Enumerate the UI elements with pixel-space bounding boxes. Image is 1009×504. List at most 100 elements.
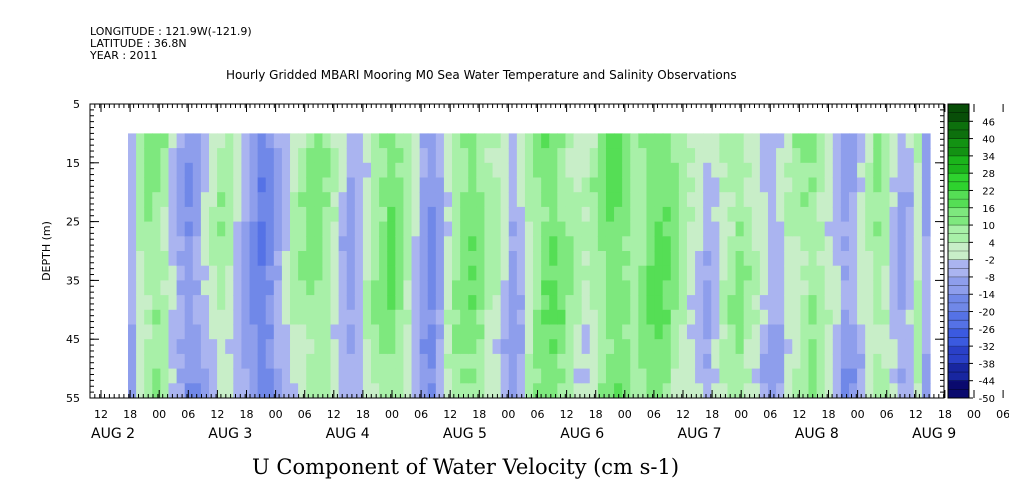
heatmap-cell xyxy=(492,368,502,384)
heatmap-cell xyxy=(192,309,202,326)
heatmap-cell xyxy=(881,265,891,281)
heatmap-cell xyxy=(913,324,923,340)
heatmap-cell xyxy=(921,353,931,370)
heatmap-cell xyxy=(257,192,267,208)
heatmap-cell xyxy=(290,265,299,281)
heatmap-cell xyxy=(241,133,251,149)
heatmap-cell xyxy=(354,324,364,340)
heatmap-cell xyxy=(533,353,542,370)
heatmap-cell xyxy=(354,265,364,281)
heatmap-cell xyxy=(209,162,218,179)
heatmap-cell xyxy=(743,221,753,237)
heatmap-cell xyxy=(265,383,275,398)
heatmap-cell xyxy=(881,383,891,398)
heatmap-cell xyxy=(614,177,623,193)
x-day-label: AUG 5 xyxy=(443,426,487,442)
heatmap-cell xyxy=(152,295,161,311)
heatmap-cell xyxy=(257,280,267,296)
heatmap-cell xyxy=(735,206,745,223)
heatmap-cell xyxy=(411,324,421,340)
heatmap-cell xyxy=(549,221,558,237)
heatmap-cell xyxy=(152,148,161,164)
heatmap-cell xyxy=(792,309,801,326)
heatmap-cell xyxy=(808,280,818,296)
heatmap-cell xyxy=(225,265,234,281)
heatmap-cell xyxy=(670,295,680,311)
x-hour-tick-label: 06 xyxy=(531,408,545,421)
heatmap-cell xyxy=(184,221,194,237)
heatmap-cell xyxy=(549,353,558,370)
heatmap-cell xyxy=(881,324,891,340)
heatmap-cell xyxy=(395,162,405,179)
heatmap-cell xyxy=(824,221,834,237)
heatmap-cell xyxy=(249,353,259,370)
heatmap-cell xyxy=(630,177,639,193)
heatmap-cell xyxy=(897,162,907,179)
heatmap-cell xyxy=(889,383,899,398)
heatmap-cell xyxy=(265,368,275,384)
heatmap-cell xyxy=(281,339,291,355)
heatmap-cell xyxy=(808,236,818,252)
heatmap-cell xyxy=(759,383,769,398)
heatmap-cell xyxy=(492,353,502,370)
heatmap-cell xyxy=(614,251,623,267)
heatmap-cell xyxy=(516,280,526,296)
heatmap-cell xyxy=(662,280,672,296)
heatmap-cell xyxy=(468,265,477,281)
heatmap-cell xyxy=(905,236,915,252)
heatmap-cell xyxy=(727,383,737,398)
heatmap-cell xyxy=(840,236,850,252)
heatmap-cell xyxy=(695,236,704,252)
heatmap-cell xyxy=(468,177,477,193)
heatmap-cell xyxy=(476,295,486,311)
heatmap-cell xyxy=(727,339,737,355)
heatmap-cell xyxy=(338,236,348,252)
heatmap-cell xyxy=(241,295,251,311)
heatmap-cell xyxy=(743,353,753,370)
heatmap-cell xyxy=(670,368,680,384)
heatmap-cell xyxy=(800,251,810,267)
heatmap-cell xyxy=(857,221,866,237)
heatmap-cell xyxy=(322,280,332,296)
heatmap-cell xyxy=(784,236,793,252)
heatmap-cell xyxy=(330,383,340,398)
heatmap-cell xyxy=(306,265,315,281)
heatmap-cell xyxy=(646,309,656,326)
heatmap-cell xyxy=(808,265,818,281)
x-hour-tick-label: 06 xyxy=(298,408,312,421)
heatmap-cell xyxy=(533,324,542,340)
heatmap-cell xyxy=(662,309,672,326)
heatmap-cell xyxy=(273,265,283,281)
heatmap-cell xyxy=(257,206,267,223)
heatmap-cell xyxy=(508,280,518,296)
heatmap-cell xyxy=(152,383,161,398)
heatmap-cell xyxy=(508,206,518,223)
heatmap-cell xyxy=(816,383,826,398)
heatmap-cell xyxy=(306,177,315,193)
heatmap-cell xyxy=(654,251,664,267)
heatmap-cell xyxy=(354,295,364,311)
heatmap-cell xyxy=(330,192,340,208)
heatmap-cell xyxy=(209,339,218,355)
heatmap-cell xyxy=(808,324,818,340)
heatmap-cell xyxy=(484,324,494,340)
heatmap-cell xyxy=(460,324,469,340)
heatmap-cell xyxy=(144,339,153,355)
heatmap-cell xyxy=(233,295,243,311)
heatmap-cell xyxy=(735,295,745,311)
heatmap-cell xyxy=(273,368,283,384)
heatmap-cell xyxy=(541,192,550,208)
heatmap-cell xyxy=(200,192,210,208)
heatmap-cell xyxy=(662,206,672,223)
heatmap-cell xyxy=(865,353,874,370)
heatmap-cell xyxy=(533,236,542,252)
heatmap-cell xyxy=(354,221,364,237)
heatmap-cell xyxy=(541,148,550,164)
heatmap-cell xyxy=(865,148,874,164)
heatmap-cell xyxy=(905,295,915,311)
heatmap-cell xyxy=(160,251,170,267)
heatmap-cell xyxy=(848,295,858,311)
heatmap-cell xyxy=(686,265,696,281)
x-hour-tick-label: 18 xyxy=(240,408,254,421)
heatmap-cell xyxy=(743,383,753,398)
